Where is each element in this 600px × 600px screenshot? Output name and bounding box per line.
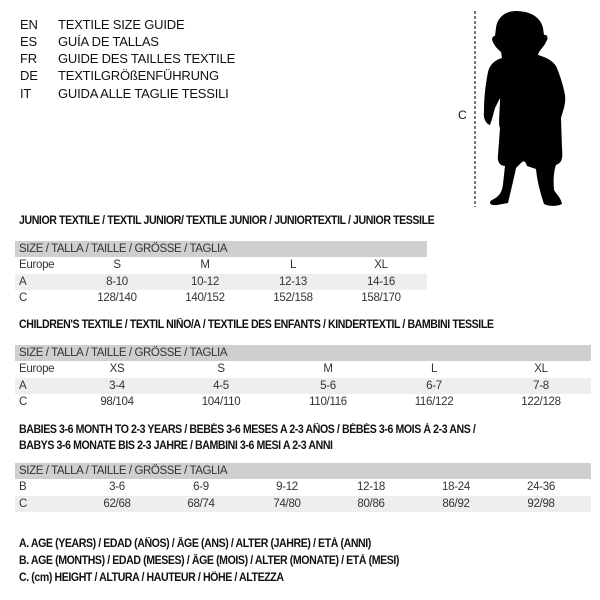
table-cell: 5-6: [320, 379, 336, 392]
row-label: Europe: [19, 259, 55, 271]
table-cell: M: [323, 363, 333, 375]
row-label: C: [19, 396, 28, 408]
guide-title: GUÍA DE TALLAS: [58, 34, 159, 49]
table-cell: S: [113, 259, 121, 271]
language-code: EN: [20, 17, 38, 32]
guide-title: TEXTILGRÖßENFÜHRUNG: [58, 68, 219, 83]
table-cell: 80/86: [357, 497, 385, 510]
size-table: SIZE / TALLA / TAILLE / GRÖSSE / TAGLIA E…: [15, 345, 591, 411]
table-cell: 3-4: [109, 379, 125, 392]
table-cell: 4-5: [213, 379, 229, 392]
height-label: C: [458, 108, 467, 122]
table-cell: 110/116: [309, 396, 347, 408]
table-row: C 62/68 68/74 74/80 80/86 86/92 92/98: [15, 495, 591, 512]
table-cell: 62/68: [103, 497, 131, 510]
row-label: Europe: [19, 363, 55, 375]
section-title: BABYS 3-6 MONATE BIS 2-3 JAHRE / BAMBINI…: [19, 440, 333, 452]
child-silhouette: [483, 11, 566, 206]
table-cell: 6-7: [426, 379, 442, 392]
table-cell: 12-18: [357, 481, 385, 493]
table-cell: 140/152: [185, 292, 225, 304]
row-label: B: [19, 481, 27, 493]
table-cell: 8-10: [106, 275, 128, 288]
table-cell: 152/158: [273, 292, 313, 304]
table-cell: 6-9: [193, 481, 209, 493]
guide-title: GUIDE DES TAILLES TEXTILE: [58, 51, 236, 66]
table-cell: 98/104: [100, 396, 134, 408]
table-cell: 12-13: [279, 275, 307, 288]
language-code: ES: [20, 34, 37, 49]
language-code: IT: [20, 86, 32, 101]
row-label: C: [19, 292, 28, 304]
table-cell: 18-24: [442, 481, 470, 493]
table-cell: 116/122: [414, 396, 454, 408]
table-header: SIZE / TALLA / TAILLE / GRÖSSE / TAGLIA: [15, 241, 427, 257]
table-cell: M: [200, 259, 210, 271]
table-cell: 158/170: [361, 292, 401, 304]
row-label: A: [19, 379, 27, 392]
table-header: SIZE / TALLA / TAILLE / GRÖSSE / TAGLIA: [15, 345, 591, 361]
table-cell: 128/140: [97, 292, 137, 304]
table-row: Europe XS S M L XL: [15, 361, 591, 378]
table-cell: L: [289, 259, 297, 271]
guide-title: TEXTILE SIZE GUIDE: [58, 17, 185, 32]
table-row: C 128/140 140/152 152/158 158/170: [15, 290, 427, 307]
table-cell: 14-16: [367, 275, 395, 288]
row-label: A: [19, 275, 27, 288]
table-cell: XL: [534, 363, 548, 375]
guide-title: GUIDA ALLE TAGLIE TESSILI: [58, 86, 229, 101]
table-cell: 74/80: [273, 497, 301, 510]
table-cell: S: [217, 363, 225, 375]
table-cell: XS: [109, 363, 125, 375]
table-cell: 24-36: [527, 481, 555, 493]
language-code: FR: [20, 51, 37, 66]
table-row: A 8-10 10-12 12-13 14-16: [15, 273, 427, 290]
table-cell: 68/74: [187, 497, 215, 510]
legend-item: C. (cm) HEIGHT / ALTURA / HAUTEUR / HÖHE…: [19, 572, 284, 584]
table-cell: 104/110: [201, 396, 241, 408]
table-cell: 10-12: [191, 275, 219, 288]
table-cell: 7-8: [533, 379, 549, 392]
table-cell: 86/92: [442, 497, 470, 510]
table-row: Europe S M L XL: [15, 257, 427, 274]
table-cell: L: [430, 363, 438, 375]
table-row: C 98/104 104/110 110/116 116/122 122/128: [15, 394, 591, 411]
table-header: SIZE / TALLA / TAILLE / GRÖSSE / TAGLIA: [15, 463, 591, 479]
child-silhouette-icon: [474, 11, 566, 207]
language-code: DE: [20, 68, 38, 83]
table-cell: 9-12: [276, 481, 298, 493]
section-title: CHILDREN'S TEXTILE / TEXTIL NIÑO/A / TEX…: [19, 319, 494, 331]
table-cell: 92/98: [527, 497, 555, 510]
table-cell: XL: [374, 259, 388, 271]
table-cell: 3-6: [109, 481, 125, 493]
section-title: JUNIOR TEXTILE / TEXTIL JUNIOR/ TEXTILE …: [19, 215, 435, 227]
size-table: SIZE / TALLA / TAILLE / GRÖSSE / TAGLIA B…: [15, 463, 591, 512]
legend-item: A. AGE (YEARS) / EDAD (AÑOS) / ÂGE (ANS)…: [19, 538, 371, 550]
table-cell: 122/128: [521, 396, 561, 408]
table-row: A 3-4 4-5 5-6 6-7 7-8: [15, 377, 591, 394]
size-table: SIZE / TALLA / TAILLE / GRÖSSE / TAGLIA E…: [15, 241, 427, 307]
legend-item: B. AGE (MONTHS) / EDAD (MESES) / ÂGE (MO…: [19, 555, 400, 567]
row-label: C: [19, 497, 28, 510]
section-title: BABIES 3-6 MONTH TO 2-3 YEARS / BEBÉS 3-…: [19, 424, 476, 436]
table-row: B 3-6 6-9 9-12 12-18 18-24 24-36: [15, 479, 591, 496]
